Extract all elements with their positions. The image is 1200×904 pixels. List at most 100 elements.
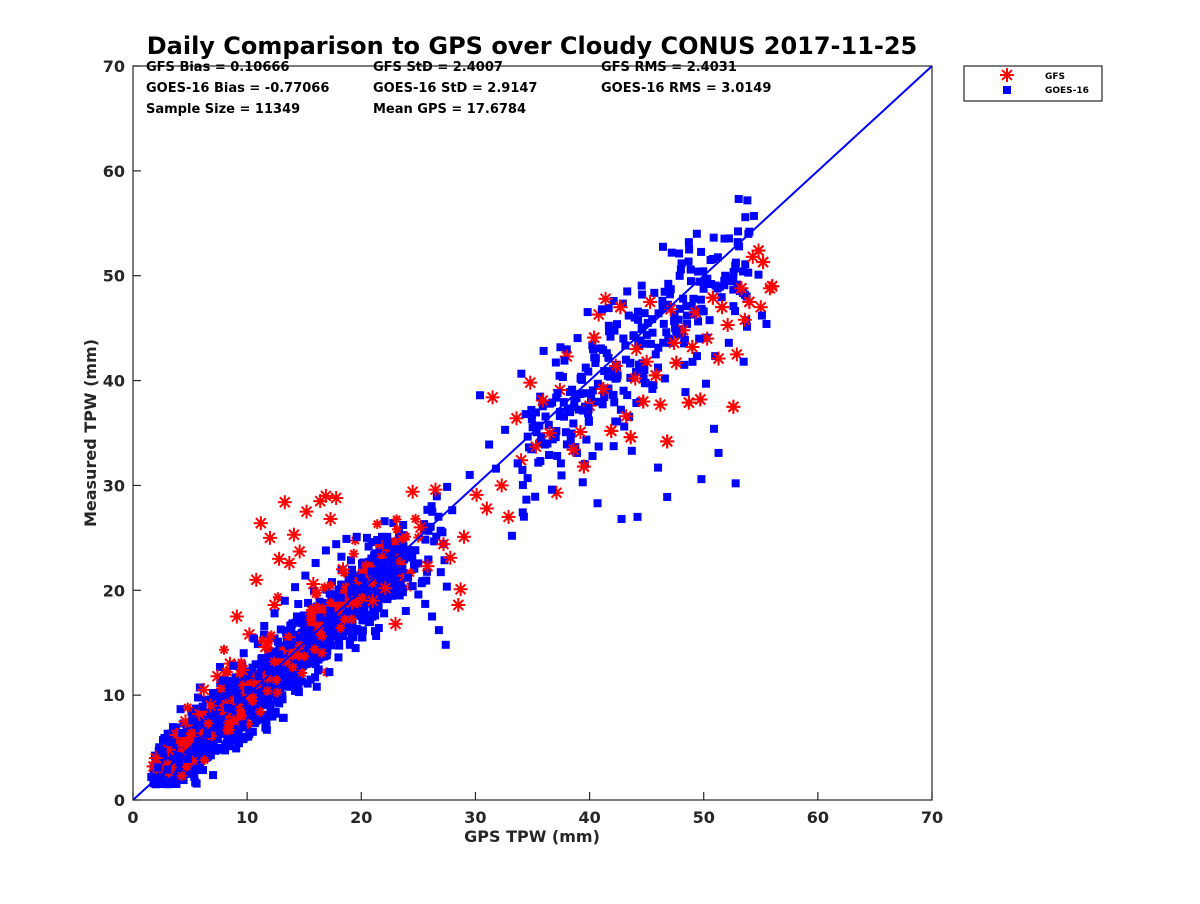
goes16-point xyxy=(250,719,259,728)
goes16-point xyxy=(640,366,649,375)
x-tick-label: 0 xyxy=(127,808,138,827)
goes16-point xyxy=(612,373,621,382)
goes16-point xyxy=(699,307,708,316)
stat-label: GOES-16 RMS = 3.0149 xyxy=(601,81,771,96)
goes16-point xyxy=(697,475,706,484)
goes16-point xyxy=(692,229,701,238)
goes16-point xyxy=(301,571,310,580)
goes16-point xyxy=(248,727,257,736)
goes16-point xyxy=(310,632,319,641)
goes16-point xyxy=(675,304,684,313)
goes16-point xyxy=(641,379,650,388)
goes16-point xyxy=(172,778,181,787)
goes16-point xyxy=(648,384,657,393)
goes16-point xyxy=(213,696,222,705)
goes16-point xyxy=(617,514,626,523)
goes16-point xyxy=(689,294,698,303)
gfs-point xyxy=(277,495,292,510)
goes16-point xyxy=(430,537,439,546)
gfs-point xyxy=(636,394,651,409)
gfs-point xyxy=(667,335,682,350)
goes16-point xyxy=(365,618,374,627)
gfs-point xyxy=(509,411,524,426)
goes16-point xyxy=(367,567,376,576)
goes16-point xyxy=(553,451,562,460)
goes16-point xyxy=(594,442,603,451)
goes16-point xyxy=(259,681,268,690)
goes16-point xyxy=(271,684,280,693)
gfs-point xyxy=(325,580,336,591)
gfs-point xyxy=(235,662,250,677)
goes16-point xyxy=(729,268,738,277)
gfs-point xyxy=(299,651,310,662)
goes16-point xyxy=(238,720,247,729)
gfs-point xyxy=(413,520,428,535)
gfs-point xyxy=(576,459,591,474)
goes16-point xyxy=(701,379,710,388)
goes16-point xyxy=(288,676,297,685)
goes16-point xyxy=(335,641,344,650)
gfs-point xyxy=(535,393,550,408)
gfs-point xyxy=(391,514,402,525)
goes16-point xyxy=(390,590,399,599)
goes16-point xyxy=(188,716,197,725)
goes16-point xyxy=(203,744,212,753)
goes16-point xyxy=(541,440,550,449)
goes16-point xyxy=(326,639,335,648)
goes16-point xyxy=(235,739,244,748)
goes16-point xyxy=(735,242,744,251)
gfs-point xyxy=(494,478,509,493)
goes16-point xyxy=(684,257,693,266)
goes16-point xyxy=(738,289,747,298)
goes16-point xyxy=(166,752,175,761)
goes16-point xyxy=(327,593,336,602)
gfs-point xyxy=(653,397,668,412)
goes16-point xyxy=(166,774,175,783)
goes16-point xyxy=(231,678,240,687)
gfs-point xyxy=(485,390,500,405)
gfs-point xyxy=(282,556,297,571)
gfs-point xyxy=(451,597,466,612)
gfs-point xyxy=(391,524,402,535)
goes16-point xyxy=(280,596,289,605)
goes16-point xyxy=(587,394,596,403)
goes16-point xyxy=(548,398,557,407)
goes16-point xyxy=(346,556,355,565)
goes16-point xyxy=(565,387,574,396)
stat-label: GFS RMS = 2.4031 xyxy=(601,60,737,75)
goes16-point xyxy=(754,270,763,279)
gfs-point xyxy=(312,587,323,598)
goes16-point xyxy=(380,517,389,526)
goes16-point xyxy=(603,367,612,376)
goes16-point xyxy=(517,369,526,378)
goes16-point xyxy=(675,271,684,280)
goes16-point xyxy=(448,506,457,515)
gfs-point xyxy=(587,330,602,345)
goes16-point xyxy=(569,403,578,412)
goes16-point xyxy=(679,339,688,348)
goes16-point xyxy=(588,386,597,395)
gfs-point xyxy=(329,491,344,506)
gfs-point xyxy=(685,340,700,355)
goes16-point xyxy=(677,259,686,268)
goes16-point xyxy=(660,287,669,296)
goes16-point xyxy=(264,699,273,708)
goes16-point xyxy=(367,554,376,563)
gfs-point xyxy=(199,755,210,766)
goes16-point xyxy=(593,499,602,508)
goes16-point xyxy=(545,450,554,459)
goes16-point xyxy=(183,755,192,764)
goes16-point xyxy=(193,693,202,702)
goes16-point xyxy=(269,670,278,679)
goes16-point xyxy=(539,346,548,355)
goes16-point xyxy=(696,295,705,304)
goes16-point xyxy=(670,316,679,325)
legend-gfs-marker xyxy=(1000,68,1014,82)
goes16-point xyxy=(729,285,738,294)
goes16-point xyxy=(367,538,376,547)
goes16-point xyxy=(637,281,646,290)
goes16-point xyxy=(687,302,696,311)
goes16-point xyxy=(271,707,280,716)
goes16-point xyxy=(434,512,443,521)
